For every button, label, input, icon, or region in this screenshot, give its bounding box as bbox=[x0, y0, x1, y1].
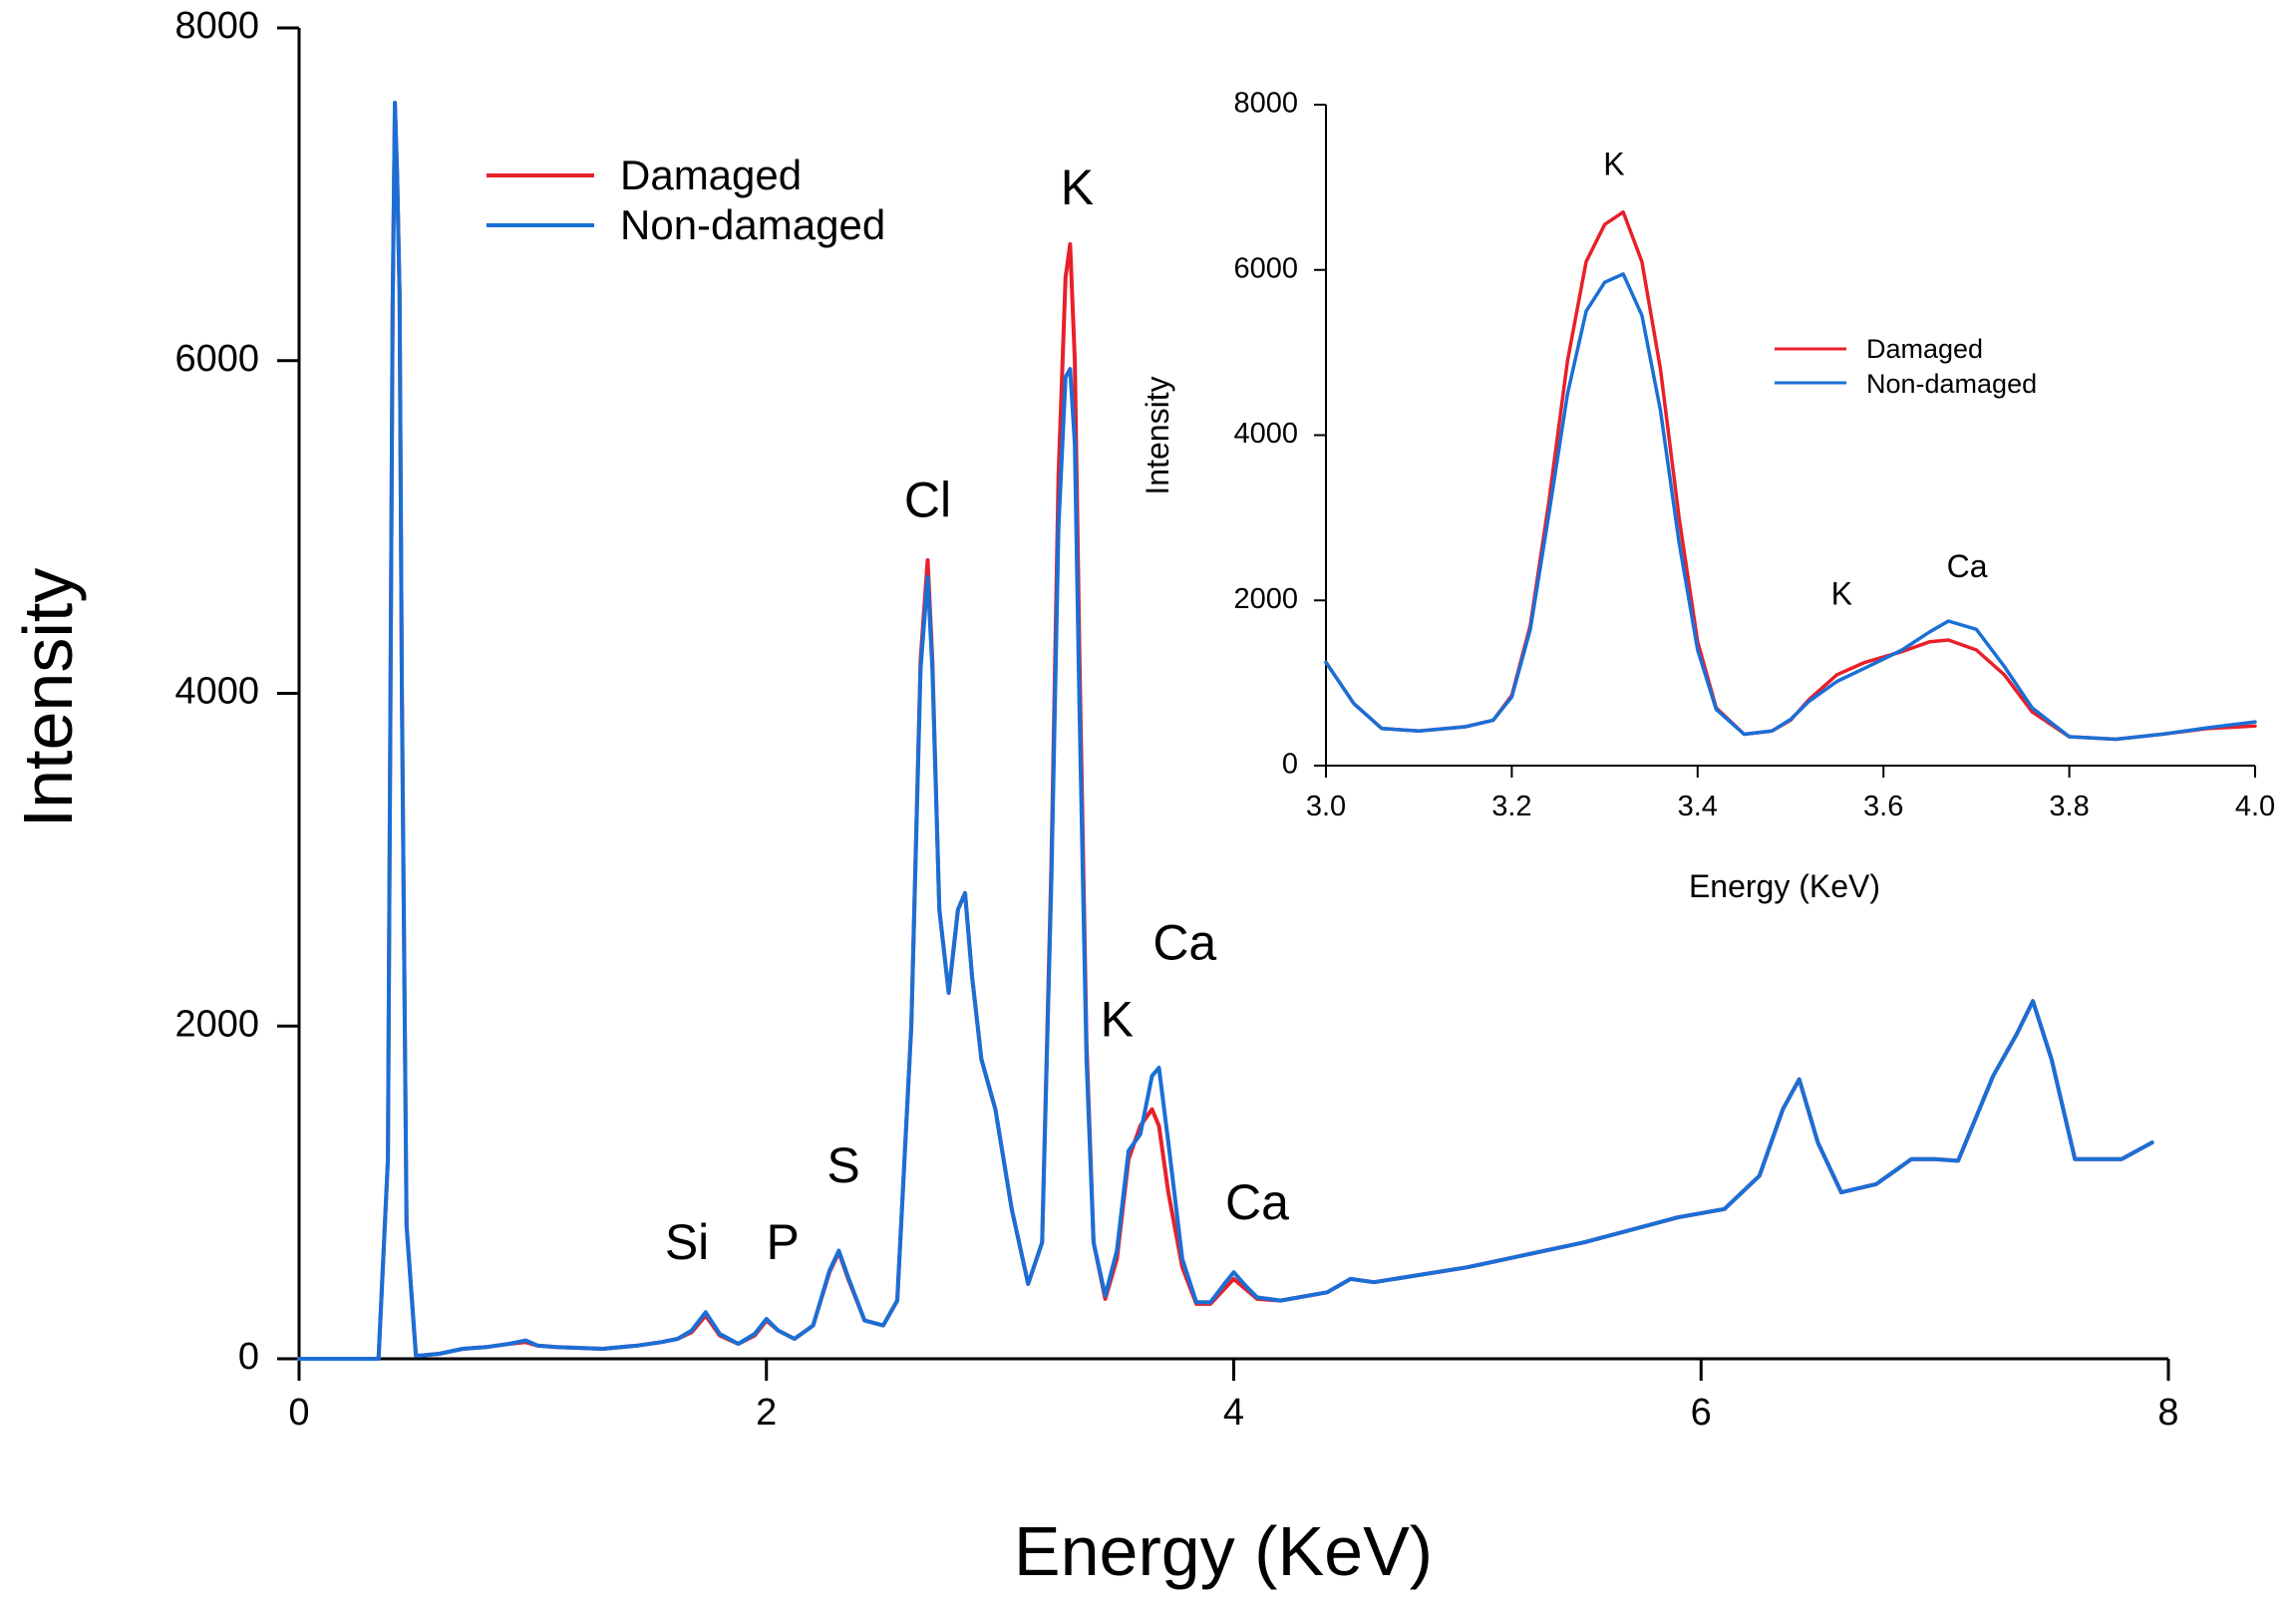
inset-peak-label: Ca bbox=[1947, 548, 1988, 584]
inset-x-tick-label: 4.0 bbox=[2235, 791, 2275, 822]
main-peak-label: K bbox=[1101, 991, 1134, 1047]
main-y-tick-label: 8000 bbox=[174, 5, 259, 47]
main-x-tick-label: 4 bbox=[1223, 1392, 1244, 1434]
inset-legend: Damaged Non-damaged bbox=[1775, 334, 2037, 399]
inset-y-axis-title: Intensity bbox=[1140, 376, 1175, 494]
inset-y-tick-label: 0 bbox=[1282, 749, 1298, 781]
main-x-tick-label: 2 bbox=[756, 1392, 777, 1434]
inset-peak-label: K bbox=[1603, 146, 1624, 181]
main-peak-label: Cl bbox=[904, 473, 951, 528]
inset-x-tick-label: 3.8 bbox=[2049, 791, 2089, 822]
inset-x-tick-label: 3.0 bbox=[1306, 791, 1346, 822]
inset-y-tick-label: 6000 bbox=[1233, 252, 1298, 284]
main-peak-label: Ca bbox=[1152, 915, 1216, 971]
main-y-tick-label: 4000 bbox=[174, 671, 259, 713]
inset-series-non-damaged-line bbox=[1324, 272, 2257, 742]
main-legend-damaged-label: Damaged bbox=[620, 152, 802, 198]
main-series-damaged-line bbox=[297, 101, 2154, 1361]
main-legend: Damaged Non-damaged bbox=[487, 152, 885, 248]
inset-x-tick-label: 3.4 bbox=[1678, 791, 1718, 822]
inset-y-tick-label: 2000 bbox=[1233, 583, 1298, 615]
main-x-tick-label: 0 bbox=[288, 1392, 309, 1434]
inset-legend-nondamaged-label: Non-damaged bbox=[1866, 369, 2037, 399]
inset-peak-label: K bbox=[1831, 575, 1852, 611]
main-peak-label: K bbox=[1061, 160, 1094, 215]
inset-x-tick-label: 3.2 bbox=[1491, 791, 1531, 822]
main-y-tick-label: 0 bbox=[238, 1336, 259, 1378]
inset-series-damaged-line bbox=[1324, 209, 2257, 742]
main-legend-nondamaged-label: Non-damaged bbox=[620, 201, 885, 248]
inset-x-tick-label: 3.6 bbox=[1863, 791, 1903, 822]
main-peak-label: S bbox=[826, 1137, 859, 1193]
main-peak-label: Si bbox=[665, 1214, 709, 1270]
main-y-axis-title: Intensity bbox=[9, 568, 87, 828]
main-chart: 0 2 4 6 8 0 2000 4000 6000 8000 Si PS Cl K K Ca Ca Ener… bbox=[9, 5, 2179, 1590]
main-peak-label: Ca bbox=[1225, 1174, 1289, 1230]
main-series-non-damaged-line bbox=[297, 101, 2154, 1361]
main-y-tick-label: 6000 bbox=[174, 338, 259, 380]
inset-y-tick-label: 4000 bbox=[1233, 418, 1298, 450]
main-x-tick-label: 8 bbox=[2157, 1392, 2178, 1434]
inset-x-axis-title: Energy (KeV) bbox=[1689, 868, 1880, 904]
main-peak-label: P bbox=[766, 1214, 799, 1270]
inset-y-tick-label: 8000 bbox=[1233, 88, 1298, 120]
inset-legend-damaged-label: Damaged bbox=[1866, 334, 1983, 364]
main-x-tick-label: 6 bbox=[1691, 1392, 1712, 1434]
main-x-axis-title: Energy (KeV) bbox=[1014, 1512, 1433, 1590]
main-y-tick-label: 2000 bbox=[174, 1003, 259, 1045]
inset-chart: 3.0 3.2 3.4 3.6 3.8 4.0 0 2000 4000 6000 8000 K K Ca… bbox=[1140, 88, 2275, 904]
